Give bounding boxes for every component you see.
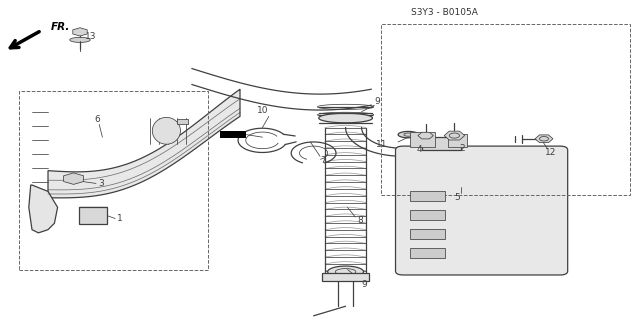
Text: B-1: B-1 <box>221 130 235 139</box>
Text: 7: 7 <box>320 156 326 165</box>
Polygon shape <box>398 131 419 138</box>
Text: 6: 6 <box>95 115 100 124</box>
Polygon shape <box>48 89 240 198</box>
Text: FR.: FR. <box>51 22 70 32</box>
Text: 3: 3 <box>98 179 104 188</box>
Text: 1: 1 <box>117 214 123 223</box>
Text: 11: 11 <box>376 140 388 149</box>
Bar <box>220 131 246 138</box>
Text: 4: 4 <box>417 145 422 154</box>
Polygon shape <box>29 185 58 233</box>
Polygon shape <box>418 132 433 139</box>
Text: 13: 13 <box>85 32 97 41</box>
Bar <box>19 91 208 270</box>
Bar <box>410 132 435 147</box>
Bar <box>410 229 445 239</box>
Text: 9: 9 <box>362 280 367 289</box>
Bar <box>322 273 369 281</box>
Polygon shape <box>152 117 180 144</box>
Bar <box>79 207 107 224</box>
Bar <box>422 137 461 150</box>
Text: 5: 5 <box>455 193 460 202</box>
Text: 2: 2 <box>460 144 465 153</box>
Polygon shape <box>444 131 465 140</box>
Polygon shape <box>73 28 87 36</box>
Bar <box>381 24 630 195</box>
Bar <box>177 119 188 124</box>
Polygon shape <box>535 135 553 143</box>
Polygon shape <box>70 37 90 42</box>
Text: 12: 12 <box>545 148 557 157</box>
Text: 10: 10 <box>257 106 268 115</box>
Bar <box>410 191 445 201</box>
Polygon shape <box>63 173 84 184</box>
Polygon shape <box>328 266 364 278</box>
Bar <box>448 134 467 147</box>
Polygon shape <box>319 113 372 123</box>
Bar <box>410 210 445 220</box>
Text: S3Y3 - B0105A: S3Y3 - B0105A <box>412 8 478 17</box>
FancyBboxPatch shape <box>396 146 568 275</box>
Bar <box>410 248 445 258</box>
Text: 8: 8 <box>357 216 363 225</box>
Text: 9: 9 <box>374 97 380 106</box>
